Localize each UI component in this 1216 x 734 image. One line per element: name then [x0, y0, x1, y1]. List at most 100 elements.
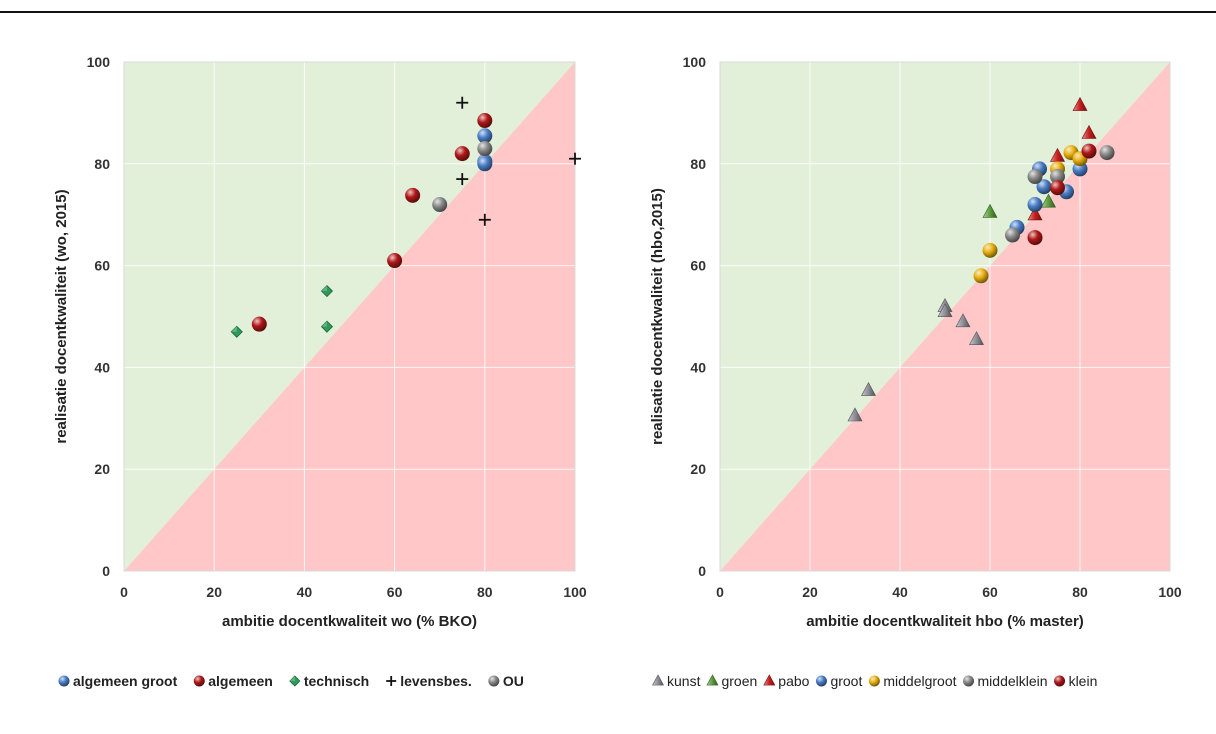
data-point — [1027, 197, 1043, 213]
x-axis-title: ambitie docentkwaliteit hbo (% master) — [806, 613, 1084, 630]
x-axis-title: ambitie docentkwaliteit wo (% BKO) — [222, 613, 477, 630]
data-point — [1099, 145, 1115, 161]
x-tick-label: 80 — [477, 584, 493, 600]
top-rule — [0, 11, 1216, 13]
legend-item: groen — [706, 673, 757, 689]
y-tick-label: 0 — [102, 563, 110, 579]
data-point — [456, 173, 469, 186]
data-point — [477, 141, 493, 157]
legend-item: middelgroot — [868, 673, 957, 689]
legend: kunst groen pabo groot middelgroot middelklei… — [651, 673, 1097, 689]
y-tick-label: 100 — [683, 54, 707, 70]
chart-1: 0 20 40 60 80 100 0 20 40 60 80 100 ambitie docentkw… — [53, 54, 587, 689]
data-point — [1036, 179, 1052, 195]
data-point — [1005, 227, 1020, 243]
legend: algemeen groot algemeen technisch levensbes… — [58, 673, 524, 689]
data-point — [937, 303, 953, 317]
x-tick-label: 0 — [716, 584, 724, 600]
data-point — [320, 284, 334, 298]
data-point — [860, 381, 877, 396]
series-groen — [982, 193, 1057, 218]
series-kunst — [847, 297, 985, 422]
data-point — [1027, 230, 1043, 246]
legend-item: technisch — [289, 673, 369, 689]
legend-marker — [193, 675, 205, 687]
legend-marker — [963, 675, 975, 687]
data-point — [230, 325, 243, 338]
legend-marker — [868, 675, 880, 687]
legend-label: kunst — [667, 673, 701, 689]
data-point — [955, 313, 971, 328]
y-tick-label: 60 — [690, 258, 706, 274]
legend-marker — [1054, 675, 1066, 687]
y-tick-label: 0 — [698, 563, 706, 579]
legend-marker — [815, 675, 827, 687]
data-point — [477, 156, 493, 172]
data-point — [1050, 180, 1065, 196]
series-klein — [1027, 143, 1097, 246]
data-point — [454, 146, 470, 162]
data-point — [982, 203, 998, 218]
legend-label: pabo — [778, 673, 809, 689]
data-point — [432, 197, 448, 213]
y-tick-label: 60 — [94, 258, 110, 274]
data-point — [1050, 169, 1065, 185]
y-tick-label: 80 — [690, 156, 706, 172]
legend-marker — [706, 674, 719, 686]
data-point — [320, 320, 334, 333]
x-tick-label: 40 — [297, 584, 313, 600]
data-point — [251, 316, 267, 332]
legend-label: middelgroot — [883, 673, 956, 689]
data-point — [1027, 206, 1043, 221]
legend-item: kunst — [651, 673, 701, 689]
y-tick-label: 80 — [94, 156, 110, 172]
data-point — [982, 242, 998, 258]
legend-item: middelklein — [963, 673, 1048, 689]
legend-label: groot — [830, 673, 862, 689]
legend-item: pabo — [763, 673, 810, 689]
x-tick-label: 80 — [1072, 584, 1088, 600]
x-tick-label: 20 — [206, 584, 222, 600]
legend-label: OU — [503, 673, 524, 689]
legend-marker — [386, 676, 397, 686]
legend-item: groot — [815, 673, 862, 689]
x-tick-label: 20 — [802, 584, 818, 600]
y-axis-title: realisatie docentkwaliteit (hbo,2015) — [649, 188, 666, 445]
data-point — [1040, 193, 1057, 208]
legend-marker — [289, 675, 301, 687]
x-tick-label: 100 — [1158, 584, 1182, 600]
data-point — [405, 187, 421, 203]
legend-label: levensbes. — [400, 673, 472, 689]
data-point — [1072, 96, 1088, 111]
y-axis-title: realisatie docentkwaliteit (wo, 2015) — [53, 189, 70, 443]
legend-item: OU — [488, 673, 524, 689]
legend-marker — [763, 674, 776, 686]
legend-item: algemeen — [193, 673, 273, 689]
legend-marker — [58, 675, 70, 687]
data-point — [847, 407, 863, 422]
x-tick-label: 60 — [982, 584, 998, 600]
y-tick-label: 20 — [690, 461, 706, 477]
data-point — [477, 113, 493, 129]
legend-label: klein — [1069, 673, 1098, 689]
data-point — [387, 253, 403, 269]
series-levensbes- — [456, 96, 581, 226]
data-point — [477, 128, 493, 144]
data-point — [1081, 124, 1097, 139]
data-point — [1027, 169, 1043, 185]
legend-marker — [488, 675, 500, 687]
y-tick-label: 100 — [87, 54, 111, 70]
y-tick-label: 40 — [94, 359, 110, 375]
x-tick-label: 40 — [892, 584, 908, 600]
y-tick-label: 20 — [94, 461, 110, 477]
legend-item: klein — [1054, 673, 1097, 689]
legend-label: groen — [721, 673, 757, 689]
data-point — [456, 96, 469, 109]
plot-border — [719, 61, 1171, 572]
legend-label: technisch — [304, 673, 369, 689]
legend-marker — [651, 674, 665, 686]
legend-label: middelklein — [978, 673, 1048, 689]
data-point — [478, 213, 491, 226]
x-tick-label: 0 — [120, 584, 128, 600]
